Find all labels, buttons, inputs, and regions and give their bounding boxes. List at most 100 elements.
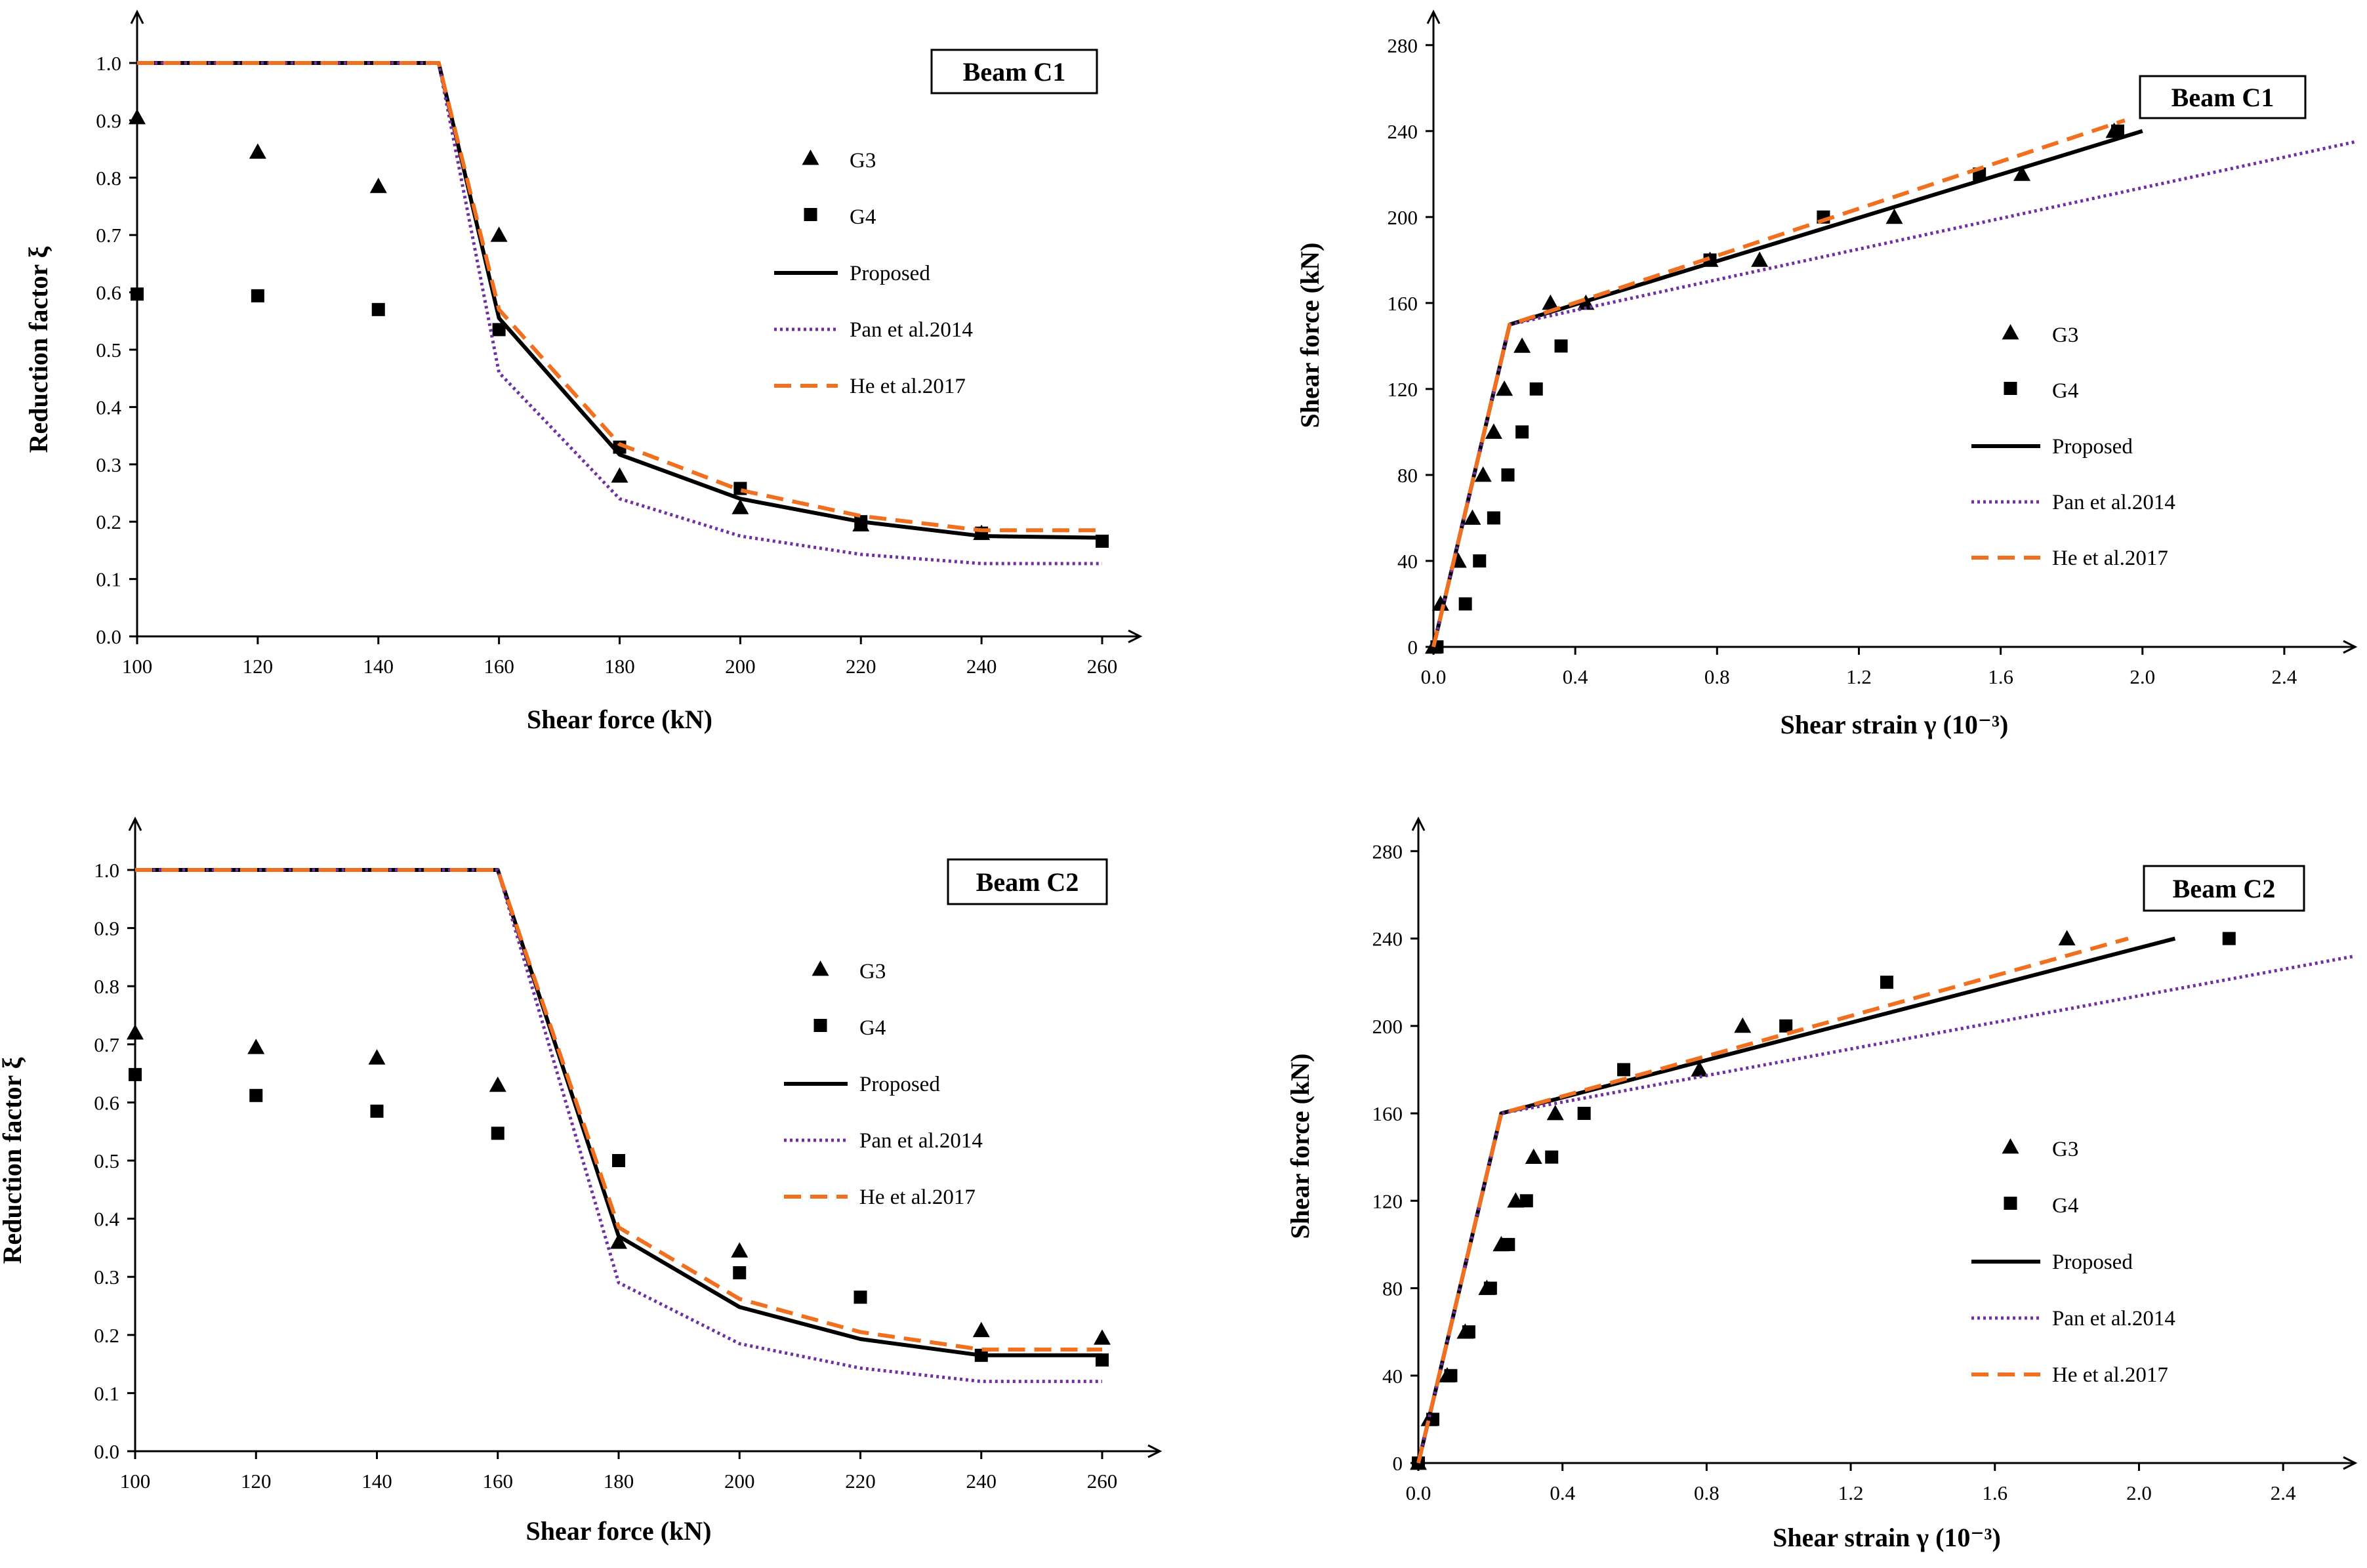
data-point xyxy=(1525,1148,1542,1165)
x-tick-label: 200 xyxy=(724,1470,755,1493)
chart-panel-1: 0.0 0.1 0.2 0.3 0.4 0.5 0.6 0.7 0.8 0.9 1.0 100 120 1… xyxy=(24,9,1143,734)
y-axis-arrow xyxy=(128,816,142,831)
y-axis-arrow xyxy=(130,9,144,24)
data-point xyxy=(972,1321,990,1338)
x-tick-label: 240 xyxy=(966,655,997,678)
series-g3 xyxy=(1410,930,2076,1470)
x-tick-label: 0.0 xyxy=(1406,1481,1431,1504)
x-tick-label: 180 xyxy=(604,655,635,678)
data-point xyxy=(127,1024,144,1040)
series-line xyxy=(1416,954,2356,1464)
data-point xyxy=(131,287,144,301)
data-point xyxy=(2058,930,2076,945)
legend-label: He et al.2017 xyxy=(859,1186,976,1209)
data-point xyxy=(1519,1194,1533,1208)
data-point xyxy=(2013,165,2031,181)
data-point xyxy=(247,1039,265,1054)
data-point xyxy=(1617,1063,1631,1077)
series-line xyxy=(1416,936,2129,1464)
x-tick-label: 0.4 xyxy=(1550,1481,1575,1504)
data-point xyxy=(1577,1107,1591,1121)
x-tick-label: 1.2 xyxy=(1838,1481,1864,1504)
x-tick-label: 140 xyxy=(363,655,394,678)
series-he-et-al-2017 xyxy=(137,61,1102,533)
y-tick-label: 0.9 xyxy=(96,109,121,132)
y-tick-label: 240 xyxy=(1388,120,1418,143)
y-axis-title: Shear force (kN) xyxy=(1295,243,1325,428)
series-line xyxy=(135,868,1102,1351)
data-point xyxy=(731,1242,749,1258)
x-axis-arrow xyxy=(1128,629,1143,644)
legend-label: He et al.2017 xyxy=(2052,547,2168,570)
series-line xyxy=(135,868,1102,1384)
x-tick-label: 2.0 xyxy=(2126,1481,2152,1504)
y-tick-label: 0.1 xyxy=(94,1382,119,1405)
series-he-et-al-2017 xyxy=(135,868,1102,1351)
y-tick-label: 1.0 xyxy=(94,859,119,882)
y-tick-label: 0 xyxy=(1393,1452,1403,1475)
legend-label: G3 xyxy=(2052,1138,2078,1161)
data-point xyxy=(368,1049,386,1065)
y-tick-label: 240 xyxy=(1372,928,1403,951)
x-tick-label: 200 xyxy=(725,655,756,678)
y-tick-label: 0.7 xyxy=(94,1033,119,1056)
x-axis-title: Shear strain γ (10⁻³) xyxy=(1773,1523,2001,1552)
data-point xyxy=(1515,425,1529,439)
data-point xyxy=(1464,509,1481,525)
x-tick-label: 240 xyxy=(966,1470,997,1493)
series-line xyxy=(1431,118,2126,648)
chart-title: Beam C2 xyxy=(2173,874,2276,903)
legend-label: Proposed xyxy=(859,1073,940,1096)
chart-title: Beam C1 xyxy=(2171,83,2274,112)
series-proposed xyxy=(137,61,1103,540)
data-point xyxy=(1458,597,1472,611)
x-tick-label: 2.4 xyxy=(2271,1481,2296,1504)
chart-panel-2: 0 40 80 120 160 200 240 280 0.0 0.4 0.8 1.2 1.6 2.0 2.… xyxy=(1295,9,2358,739)
data-point xyxy=(129,109,146,125)
legend-marker-swatch xyxy=(2004,382,2017,395)
data-point xyxy=(249,143,266,159)
x-tick-label: 1.6 xyxy=(1988,665,2013,688)
y-tick-label: 0.6 xyxy=(96,281,121,304)
legend-label: Pan et al.2014 xyxy=(2052,1307,2175,1331)
x-tick-label: 1.6 xyxy=(1982,1481,2007,1504)
legend: G3 G4 Proposed Pan et al.2014 He et al.2017 xyxy=(1971,1138,2175,1387)
x-axis-arrow xyxy=(2343,640,2358,654)
legend: G3 G4 Proposed Pan et al.2014 He et al.2017 xyxy=(774,149,973,398)
legend-marker-swatch xyxy=(2002,1138,2019,1154)
data-point xyxy=(492,323,506,337)
data-point xyxy=(1542,294,1559,310)
series-line xyxy=(137,61,1102,566)
data-point xyxy=(610,1233,627,1249)
data-point xyxy=(1880,976,1893,989)
legend-marker-swatch xyxy=(804,208,817,221)
x-axis-arrow xyxy=(2343,1456,2358,1470)
x-tick-label: 140 xyxy=(361,1470,392,1493)
legend-label: G4 xyxy=(2052,379,2078,403)
legend-label: G4 xyxy=(850,205,876,229)
data-point xyxy=(1474,466,1492,482)
data-point xyxy=(1485,423,1502,439)
data-point xyxy=(612,1154,625,1167)
legend-label: G3 xyxy=(2052,323,2078,347)
y-tick-label: 0.2 xyxy=(94,1324,119,1347)
y-tick-label: 0.4 xyxy=(96,396,121,419)
x-tick-label: 100 xyxy=(122,655,153,678)
y-tick-label: 0.6 xyxy=(94,1091,119,1114)
data-point xyxy=(1430,640,1444,653)
x-tick-label: 0.4 xyxy=(1563,665,1588,688)
data-point xyxy=(1496,380,1513,396)
legend-marker-swatch xyxy=(802,150,819,165)
legend-label: G3 xyxy=(850,149,876,173)
chart-panel-3: 0.0 0.1 0.2 0.3 0.4 0.5 0.6 0.7 0.8 0.9 1.0 100 120 1… xyxy=(0,816,1163,1546)
legend-label: G4 xyxy=(859,1016,886,1040)
series-he-et-al-2017 xyxy=(1416,936,2129,1464)
y-tick-label: 0.4 xyxy=(94,1208,119,1231)
data-point xyxy=(731,499,749,514)
x-tick-label: 180 xyxy=(604,1470,634,1493)
x-tick-label: 120 xyxy=(241,1470,272,1493)
x-tick-label: 160 xyxy=(484,655,514,678)
x-axis-title: Shear force (kN) xyxy=(527,705,712,734)
series-pan-et-al-2014 xyxy=(1416,954,2356,1464)
x-axis-arrow xyxy=(1147,1444,1163,1458)
